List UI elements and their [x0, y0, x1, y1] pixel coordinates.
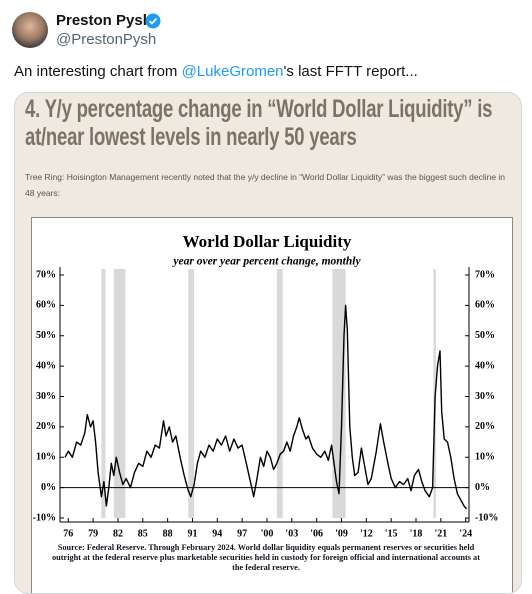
- y2-tick-label: -10%: [475, 512, 498, 523]
- recession-band: [101, 269, 106, 518]
- text: An interesting chart from: [14, 63, 182, 80]
- data-line: [64, 304, 468, 510]
- x-tick-label: '03: [285, 528, 298, 539]
- x-tick-label: '12: [360, 528, 373, 539]
- x-tick-label: '06: [310, 528, 323, 539]
- x-tick-label: 85: [138, 528, 148, 539]
- y2-tick-label: 20%: [475, 421, 495, 432]
- y-tick-label: 40%: [36, 360, 56, 371]
- y-tick-label: 70%: [36, 269, 56, 280]
- chart-subtitle: year over year percent change, monthly: [171, 256, 361, 268]
- x-tick-label: 82: [113, 528, 123, 539]
- chart-frame: [31, 217, 513, 593]
- x-tick-label: 79: [88, 528, 98, 539]
- tweet-text: An interesting chart from @LukeGromen's …: [14, 63, 418, 80]
- y2-tick-label: 60%: [475, 300, 495, 311]
- x-tick-label: '09: [335, 528, 348, 539]
- text: 's last FFTT report...: [283, 63, 418, 80]
- x-tick-label: 94: [212, 528, 222, 539]
- x-tick-label: '18: [410, 528, 423, 539]
- mention-link[interactable]: @LukeGromen: [181, 63, 284, 80]
- recession-band: [188, 269, 195, 518]
- y2-tick-label: 10%: [475, 452, 495, 463]
- y2-tick-label: 70%: [475, 269, 495, 280]
- recession-band: [276, 269, 283, 518]
- y2-tick-label: 50%: [475, 330, 495, 341]
- recession-band: [113, 269, 126, 518]
- recession-band: [332, 269, 346, 518]
- y-tick-label: 60%: [36, 300, 56, 311]
- author-handle[interactable]: @PrestonPysh: [56, 31, 157, 48]
- y-tick-label: 30%: [36, 391, 56, 402]
- verified-badge: [145, 13, 161, 29]
- x-tick-label: '21: [434, 528, 447, 539]
- x-tick-label: '15: [385, 528, 398, 539]
- y2-tick-label: 40%: [475, 360, 495, 371]
- y-tick-label: 50%: [36, 330, 56, 341]
- x-tick-label: '00: [261, 528, 274, 539]
- image-heading: 4. Y/y percentage change in “World Dolla…: [25, 95, 493, 151]
- x-tick-label: 76: [63, 528, 73, 539]
- x-tick-label: 91: [187, 528, 197, 539]
- chart-title: World Dollar Liquidity: [183, 232, 352, 251]
- x-tick-label: '24: [459, 528, 472, 539]
- x-tick-label: 97: [237, 528, 247, 539]
- chart-source: Source: Federal Reserve. Through Februar…: [52, 543, 480, 572]
- image-caption: Tree Ring: Hoisington Management recentl…: [25, 172, 506, 198]
- y2-tick-label: 0%: [475, 482, 490, 493]
- y-tick-label: 10%: [36, 452, 56, 463]
- author-name[interactable]: Preston Pysh: [56, 12, 152, 29]
- x-tick-label: 88: [163, 528, 173, 539]
- image-card[interactable]: 4. Y/y percentage change in “World Dolla…: [14, 92, 522, 594]
- y2-tick-label: 30%: [475, 391, 495, 402]
- y-tick-label: -10%: [33, 512, 56, 523]
- avatar[interactable]: [12, 12, 48, 48]
- y-tick-label: 20%: [36, 421, 56, 432]
- y-tick-label: 0%: [41, 482, 56, 493]
